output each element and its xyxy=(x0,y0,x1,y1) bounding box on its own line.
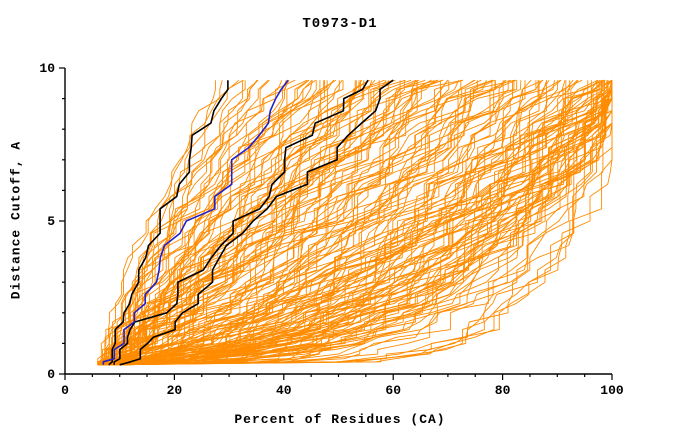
model-curve xyxy=(103,79,334,366)
model-curve xyxy=(108,80,613,366)
model-curve xyxy=(119,79,290,365)
model-curve xyxy=(103,80,526,366)
tick-label: 80 xyxy=(495,383,511,398)
model-curve xyxy=(108,80,613,366)
tick-label: 0 xyxy=(61,383,69,398)
model-curve xyxy=(114,80,513,366)
model-curve xyxy=(114,80,613,366)
model-curve xyxy=(119,79,562,366)
model-curve xyxy=(108,79,343,365)
model-curve xyxy=(103,80,609,366)
model-curve xyxy=(103,79,432,366)
model-curve xyxy=(102,80,405,365)
model-curve xyxy=(103,79,532,366)
model-curve xyxy=(97,79,561,366)
tick-label: 40 xyxy=(276,383,292,398)
tick-label: 0 xyxy=(47,367,55,382)
model-curve xyxy=(119,80,613,366)
model-curve xyxy=(97,79,258,366)
model-curve xyxy=(108,80,613,366)
tick-label: 20 xyxy=(167,383,183,398)
model-curve xyxy=(97,80,326,366)
model-curve xyxy=(114,80,613,366)
tick-label: 10 xyxy=(39,61,55,76)
model-curve xyxy=(97,79,259,366)
model-curve xyxy=(108,79,448,365)
model-curve xyxy=(108,80,613,366)
model-curve xyxy=(103,80,389,366)
model-curve xyxy=(113,80,380,365)
model-curve xyxy=(103,80,450,366)
model-curve xyxy=(97,80,522,366)
model-curve xyxy=(103,80,605,366)
blue-model-curve xyxy=(102,79,289,365)
model-curve xyxy=(124,80,328,365)
black-model-2-curve xyxy=(113,79,369,365)
model-curve xyxy=(97,79,507,366)
model-curve xyxy=(108,79,476,365)
model-curve xyxy=(97,80,223,366)
model-curve xyxy=(103,80,613,366)
chart-title: T0973-D1 xyxy=(302,16,378,32)
model-curve xyxy=(97,80,418,366)
model-curve xyxy=(108,79,604,366)
model-curve xyxy=(114,80,496,366)
model-curve xyxy=(103,80,613,366)
model-curve xyxy=(97,80,613,366)
model-curve xyxy=(97,80,460,365)
model-curve xyxy=(108,80,493,366)
x-axis-label: Percent of Residues (CA) xyxy=(234,412,446,427)
model-curve xyxy=(97,80,613,366)
model-curve xyxy=(97,79,613,366)
black-model-3-curve xyxy=(119,79,394,366)
model-curve xyxy=(103,80,487,366)
model-curve xyxy=(97,80,613,366)
tick-label: 5 xyxy=(47,214,55,229)
model-curve xyxy=(108,80,613,366)
model-curve xyxy=(119,79,475,365)
model-curve xyxy=(114,80,613,366)
model-curve xyxy=(125,79,598,366)
model-curve xyxy=(103,80,613,366)
black-model-1-curve xyxy=(108,80,229,366)
model-curve xyxy=(97,79,394,366)
model-curve xyxy=(97,80,613,366)
tick-label: 100 xyxy=(600,383,624,398)
model-curve xyxy=(97,80,217,365)
model-curve xyxy=(103,80,609,366)
model-curve xyxy=(114,79,550,366)
model-curve xyxy=(103,79,516,366)
tick-label: 60 xyxy=(385,383,401,398)
model-curve xyxy=(103,80,613,366)
